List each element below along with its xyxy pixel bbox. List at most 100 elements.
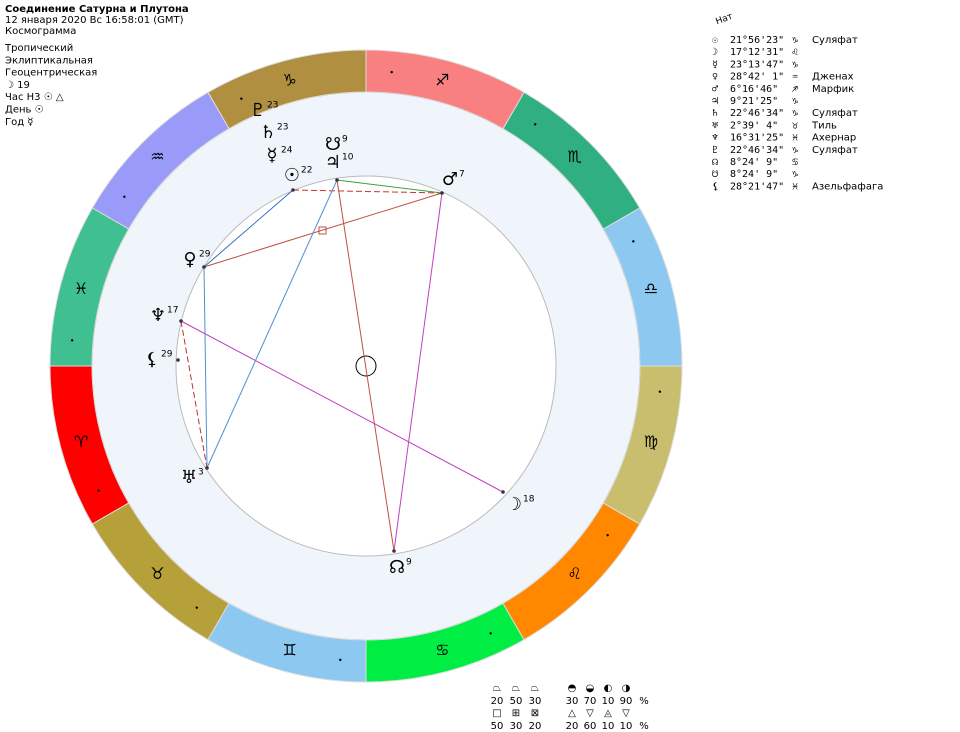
point-glyph: ♃ (325, 152, 341, 173)
row-glyph: ☋ (712, 169, 718, 180)
legend-cell: 30 (510, 721, 523, 732)
row-position: 21°56'23" (730, 35, 784, 46)
zodiac-glyph: ♈︎ (74, 432, 88, 451)
row-glyph: ☿ (712, 59, 718, 70)
legend-cell: ⏢ (493, 683, 501, 694)
band-dot (195, 606, 198, 609)
point-glyph: ♇ (250, 100, 266, 121)
row-position: 6°16'46" (730, 84, 778, 95)
point-glyph: ☿ (266, 145, 277, 166)
row-sign: ♑︎ (792, 145, 798, 156)
band-dot (123, 195, 126, 198)
legend-cell: 10 (620, 721, 633, 732)
band-dot (658, 390, 662, 393)
point-glyph: ♀ (183, 249, 196, 270)
legend-cell: △ (568, 708, 576, 719)
band-dot (97, 489, 100, 492)
point-degree: 10 (342, 153, 354, 163)
row-sign: ♑︎ (792, 96, 798, 107)
point-glyph: ♅ (181, 467, 197, 488)
legend-cell: ⊞ (512, 708, 520, 719)
row-glyph: ♇ (712, 145, 718, 156)
point-degree: 3 (198, 468, 204, 478)
band-dot (489, 632, 492, 635)
aspect-symbol (318, 226, 327, 235)
legend-cell: 90 (620, 696, 633, 707)
legend-cell: 20 (566, 721, 579, 732)
point-glyph: ☊ (389, 557, 405, 578)
chart-kind: Космограмма (5, 26, 76, 37)
zodiac-glyph: ♒︎ (150, 147, 164, 166)
zodiac-glyph: ♑︎ (282, 71, 296, 90)
row-glyph: ♀ (712, 72, 718, 83)
row-sign: ♑︎ (792, 169, 798, 180)
point-marker (501, 490, 505, 494)
point-degree: 23 (277, 123, 288, 133)
band-dot (70, 339, 74, 342)
row-position: 28°42' 1" (730, 72, 784, 83)
aspect-line (180, 320, 504, 493)
legend-cell: 60 (584, 721, 597, 732)
row-star: Азельфафага (812, 181, 883, 192)
row-star: Марфик (812, 84, 854, 95)
aspect-line (180, 320, 208, 469)
point-glyph: ☉ (284, 165, 300, 186)
row-glyph: ⚸ (712, 181, 719, 192)
legend-cell: ◬ (604, 708, 612, 719)
point-degree: 23 (267, 101, 278, 111)
row-sign: ♉︎ (792, 120, 798, 131)
zodiac-glyph: ♐︎ (435, 71, 449, 90)
legend-cell: ◐ (604, 683, 613, 694)
band-dot (339, 658, 342, 662)
row-sign: ♑︎ (792, 108, 798, 119)
point-degree: 29 (199, 250, 211, 260)
row-glyph: ♂ (712, 84, 719, 95)
legend-cell: % (639, 721, 649, 732)
legend-cell: % (639, 696, 649, 707)
aspect-line (336, 179, 443, 194)
row-sign: ♑︎ (792, 35, 798, 46)
legend-cell: 20 (529, 721, 542, 732)
row-sign: ♓︎ (792, 133, 798, 144)
legend-cell: ⏢ (512, 683, 520, 694)
row-position: 17°12'31" (730, 47, 784, 58)
point-glyph: ♄ (260, 122, 276, 143)
row-sign: ♓︎ (792, 181, 798, 192)
row-position: 23°13'47" (730, 59, 784, 70)
zodiac-glyph: ♏︎ (567, 147, 581, 166)
aspect-line (203, 189, 294, 268)
title: Соединение Сатурна и Плутона (5, 4, 189, 15)
setting: Год ☿ (5, 117, 33, 128)
point-marker (392, 549, 396, 553)
point-marker (440, 191, 444, 195)
row-sign: ♐︎ (792, 84, 798, 95)
point-marker (202, 265, 206, 269)
row-position: 9°21'25" (730, 96, 778, 107)
zodiac-glyph: ♍︎ (644, 432, 658, 451)
setting: День ☉ (5, 105, 44, 116)
point-marker (176, 358, 180, 362)
point-glyph: ♂ (442, 169, 458, 190)
point-glyph: ☋ (325, 134, 341, 155)
aspect-line (336, 179, 395, 552)
aspect-line (292, 189, 443, 194)
aspect-line (203, 266, 208, 469)
row-star: Ахернар (812, 133, 856, 144)
band-dot (390, 70, 393, 74)
legend-cell: 30 (529, 696, 542, 707)
point-marker (291, 188, 295, 192)
legend-cell: ▽ (622, 708, 630, 719)
legend-cell: 10 (602, 721, 615, 732)
row-star: Дженах (812, 72, 854, 83)
row-position: 8°24' 9" (730, 157, 778, 168)
legend-cell: 70 (584, 696, 597, 707)
legend-cell: 30 (566, 696, 579, 707)
aspect-line (206, 179, 338, 469)
point-degree: 22 (301, 166, 312, 176)
row-star: Суляфат (812, 35, 858, 46)
datetime: 12 января 2020 Вс 16:58:01 (GMT) (5, 15, 184, 26)
row-glyph: ♅ (712, 120, 719, 131)
legend-cell: ◓ (568, 683, 577, 694)
zodiac-glyph: ♓︎ (74, 279, 88, 298)
